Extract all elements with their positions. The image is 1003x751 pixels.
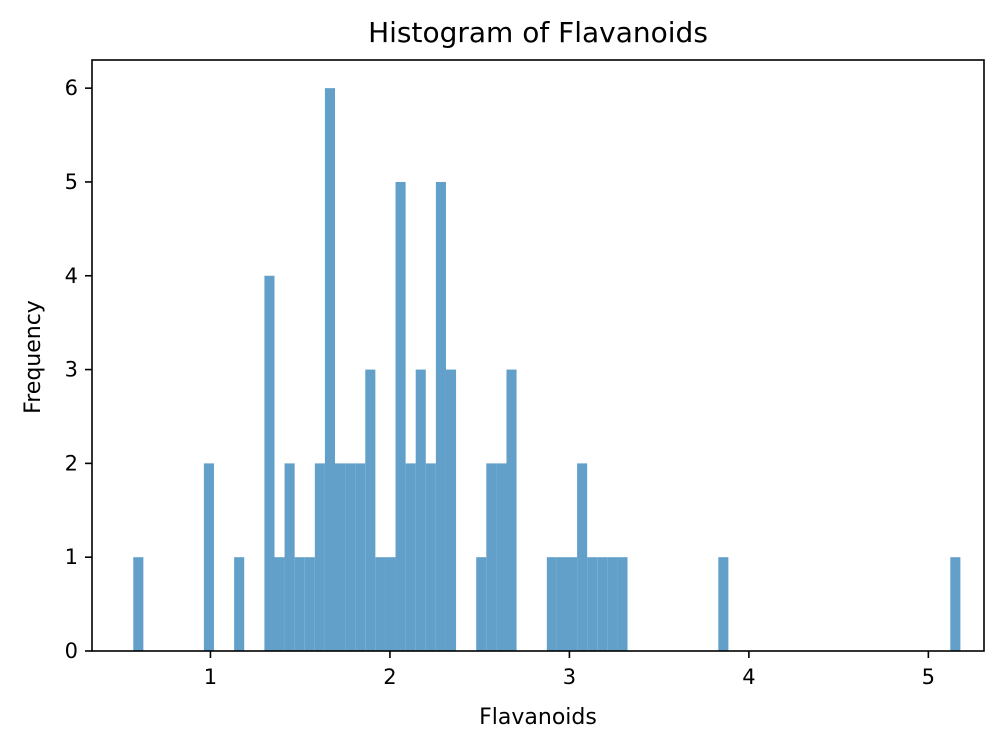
histogram-bar xyxy=(546,557,557,651)
chart-title: Histogram of Flavanoids xyxy=(368,16,708,49)
y-tick-label: 3 xyxy=(65,358,78,382)
x-tick-label: 5 xyxy=(922,665,935,689)
histogram-bar xyxy=(950,557,961,651)
x-tick-label: 4 xyxy=(742,665,755,689)
histogram-bar xyxy=(355,463,366,651)
histogram-bar xyxy=(274,557,285,651)
histogram-bar xyxy=(335,463,346,651)
histogram-bar xyxy=(405,463,416,651)
x-axis-ticks: 1 2 3 4 5 xyxy=(204,651,935,689)
histogram-bar xyxy=(587,557,598,651)
bars-group xyxy=(133,88,961,651)
histogram-bar xyxy=(435,181,446,651)
y-tick-label: 1 xyxy=(65,545,78,569)
histogram-bar xyxy=(425,463,436,651)
histogram-bar xyxy=(476,557,487,651)
histogram-bar xyxy=(345,463,356,651)
histogram-bar xyxy=(203,463,214,651)
histogram-bar xyxy=(264,275,275,651)
y-tick-label: 4 xyxy=(65,264,78,288)
histogram-bar xyxy=(324,88,336,651)
x-tick-label: 3 xyxy=(563,665,576,689)
x-axis-label: Flavanoids xyxy=(479,705,597,730)
y-axis-label: Frequency xyxy=(21,300,46,414)
histogram-bar xyxy=(375,557,386,651)
histogram-bar xyxy=(133,557,144,651)
histogram-bar xyxy=(577,463,588,651)
y-axis-ticks: 0 1 2 3 4 5 6 xyxy=(65,76,92,663)
histogram-bar xyxy=(445,369,457,651)
y-tick-label: 5 xyxy=(65,170,78,194)
histogram-bar xyxy=(234,557,245,651)
histogram-bar xyxy=(607,557,618,651)
histogram-bar xyxy=(496,463,507,651)
histogram-bar xyxy=(567,557,578,651)
histogram-bar xyxy=(314,463,325,651)
histogram-bar xyxy=(506,369,517,651)
plot-frame xyxy=(91,59,985,652)
histogram-bar xyxy=(617,557,628,651)
histogram-bar xyxy=(415,369,426,651)
histogram-bar xyxy=(284,463,295,651)
y-tick-label: 2 xyxy=(65,451,78,475)
histogram-bar xyxy=(718,557,729,651)
histogram-bar xyxy=(556,557,568,651)
histogram-bar xyxy=(304,557,315,651)
histogram-bar xyxy=(486,463,497,651)
histogram-bar xyxy=(365,369,376,651)
histogram-bar xyxy=(395,181,406,651)
histogram-bar xyxy=(385,557,396,651)
x-tick-label: 1 xyxy=(204,665,217,689)
histogram-bar xyxy=(294,557,305,651)
y-tick-label: 0 xyxy=(65,639,78,663)
x-tick-label: 2 xyxy=(383,665,396,689)
y-tick-label: 6 xyxy=(65,76,78,100)
histogram-bar xyxy=(597,557,608,651)
